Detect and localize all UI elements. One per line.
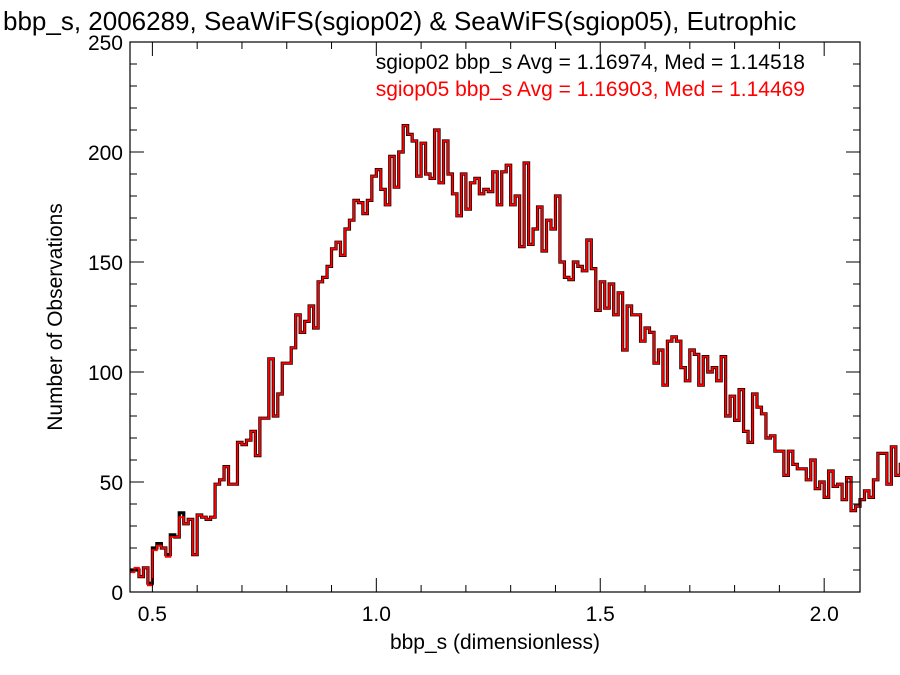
- y-tick-label: 0: [111, 582, 123, 605]
- x-axis-label: bbp_s (dimensionless): [390, 631, 600, 654]
- plot-frame: [129, 41, 861, 593]
- y-axis-label: Number of Observations: [44, 203, 67, 431]
- y-tick-label: 250: [88, 32, 123, 55]
- x-tick-label: 2.0: [810, 603, 839, 626]
- tick-layer: [130, 41, 860, 593]
- x-tick-label: 1.5: [586, 603, 615, 626]
- x-tick-label: 1.0: [362, 603, 391, 626]
- series-layer: [130, 124, 900, 587]
- y-tick-label: 100: [88, 362, 123, 385]
- x-tick-labels: 0.5 1.0 1.5 2.0: [138, 603, 839, 626]
- chart-title: bbp_s, 2006289, SeaWiFS(sgiop02) & SeaWi…: [3, 6, 796, 36]
- x-tick-label: 0.5: [138, 603, 167, 626]
- y-tick-label: 200: [88, 142, 123, 165]
- y-tick-labels: 0 50 100 150 200 250: [88, 32, 123, 605]
- histogram-series-sgiop05: [130, 124, 900, 587]
- y-tick-label: 150: [88, 252, 123, 275]
- annotation-sgiop02: sgiop02 bbp_s Avg = 1.16974, Med = 1.145…: [376, 51, 805, 74]
- annotation-sgiop05: sgiop05 bbp_s Avg = 1.16903, Med = 1.144…: [376, 78, 805, 101]
- y-tick-label: 50: [100, 472, 123, 495]
